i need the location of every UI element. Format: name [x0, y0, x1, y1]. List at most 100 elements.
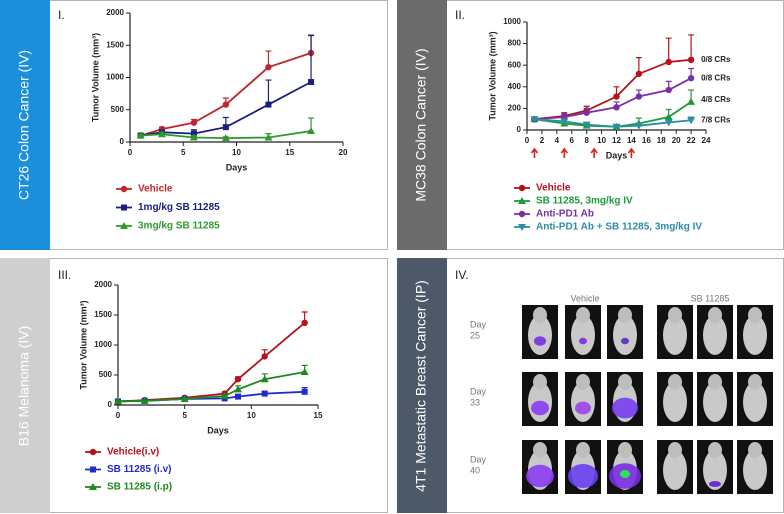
x-tick-label: 14: [627, 136, 636, 145]
x-tick-label: 16: [642, 136, 651, 145]
signal: [526, 464, 554, 488]
y-tick-label: 1000: [94, 340, 112, 349]
panel-frame: [0, 258, 388, 513]
y-tick-label: 500: [111, 105, 125, 114]
point: [687, 74, 695, 82]
mouse-body: [703, 382, 727, 422]
series-line: [140, 81, 312, 137]
mouse-body: [613, 315, 637, 355]
legend-label: SB 11285, 3mg/kg IV: [536, 196, 633, 207]
side-label: MC38 Colon Cancer (IV): [413, 48, 429, 201]
mouse-body: [743, 315, 767, 355]
legend-marker: [518, 184, 526, 192]
y-tick-label: 1500: [106, 40, 124, 49]
point: [136, 131, 145, 139]
dose-arrow: [530, 147, 539, 158]
point: [665, 86, 672, 94]
row-label: Day: [470, 454, 487, 464]
x-tick-label: 0: [116, 411, 121, 420]
point: [234, 376, 242, 383]
row-label: 33: [470, 397, 480, 407]
end-label: 0/8 CRs: [701, 55, 731, 64]
mouse-head: [576, 442, 590, 458]
y-tick-label: 500: [99, 370, 113, 379]
mouse-head: [533, 374, 547, 390]
side-strip: [397, 258, 447, 513]
signal: [620, 470, 630, 478]
x-tick-label: 15: [285, 148, 294, 157]
group-label: Vehicle: [570, 293, 599, 303]
legend-label: Vehicle: [536, 183, 571, 194]
mouse-head: [576, 307, 590, 323]
mouse-body: [663, 315, 687, 355]
signal: [575, 401, 591, 415]
x-tick-label: 20: [672, 136, 681, 145]
point: [664, 119, 673, 127]
point: [221, 134, 230, 142]
signal: [531, 400, 549, 416]
y-axis-label: Tumor Volume (mm³): [78, 300, 88, 389]
x-tick-label: 24: [702, 136, 711, 145]
x-tick-label: 6: [570, 136, 575, 145]
signal: [621, 337, 629, 345]
point: [265, 101, 272, 108]
point: [220, 392, 229, 399]
mouse-body: [703, 450, 727, 490]
y-axis-label: Tumor Volume (mm³): [487, 31, 497, 120]
mouse-body: [743, 450, 767, 490]
mouse-body: [743, 382, 767, 422]
x-tick-label: 0: [128, 148, 133, 157]
signal: [709, 481, 721, 487]
point: [140, 396, 149, 404]
x-tick-label: 2: [540, 136, 545, 145]
point: [301, 388, 308, 395]
signal: [612, 397, 638, 419]
side-strip: [0, 0, 50, 250]
legend-label: SB 11285 (i.v): [107, 464, 171, 475]
signal: [534, 336, 546, 346]
x-tick-label: 5: [181, 148, 186, 157]
point: [634, 122, 643, 130]
side-strip: [397, 0, 447, 250]
point: [582, 121, 591, 129]
y-tick-label: 1000: [503, 17, 521, 26]
point: [612, 123, 621, 131]
point: [301, 319, 308, 326]
error-bar: [265, 79, 272, 105]
x-axis-label: Days: [207, 425, 229, 435]
legend-marker: [121, 204, 127, 211]
y-axis-label: Tumor Volume (mm³): [90, 33, 100, 122]
point: [234, 385, 242, 393]
point: [687, 97, 696, 105]
y-tick-label: 0: [517, 125, 522, 134]
y-tick-label: 200: [508, 104, 522, 113]
legend-marker: [89, 483, 97, 490]
group-label: SB 11285: [691, 293, 730, 303]
signal: [579, 337, 587, 345]
point: [261, 390, 268, 397]
legend-label: 1mg/kg SB 11285: [138, 202, 220, 213]
legend-label: 3mg/kg SB 11285: [138, 221, 220, 232]
point: [583, 109, 590, 116]
x-tick-label: 4: [555, 136, 560, 145]
side-strip: [0, 258, 50, 513]
point: [189, 133, 198, 141]
series-line: [140, 52, 312, 137]
mouse-head: [708, 307, 722, 323]
x-tick-label: 15: [314, 411, 323, 420]
row-label: 25: [470, 330, 480, 340]
legend-label: Anti-PD1 Ab + SB 11285, 3mg/kg IV: [536, 222, 702, 233]
point: [157, 130, 166, 138]
point: [300, 368, 309, 375]
legend-marker: [518, 224, 526, 231]
end-label: 4/8 CRs: [701, 95, 731, 104]
y-tick-label: 800: [508, 39, 522, 48]
legend-marker: [120, 185, 128, 193]
x-axis-label: Days: [226, 162, 248, 172]
point: [613, 104, 620, 111]
point: [222, 124, 229, 131]
error-bar: [665, 37, 672, 62]
x-tick-label: 0: [525, 136, 530, 145]
point: [308, 79, 315, 86]
legend-marker: [120, 222, 128, 229]
